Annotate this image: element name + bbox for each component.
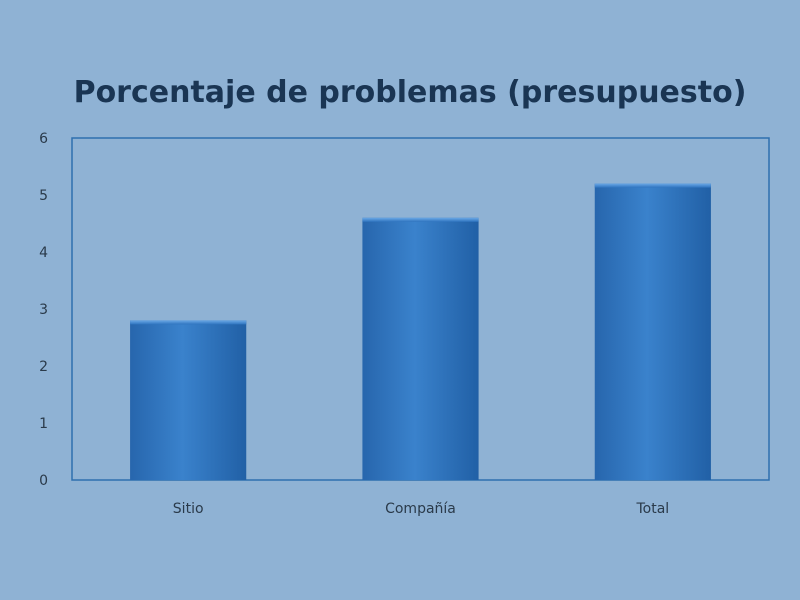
bar-top-highlight [594, 183, 711, 188]
y-tick-label: 4 [39, 245, 48, 261]
chart-title: Porcentaje de problemas (presupuesto) [74, 75, 747, 110]
x-tick-label: Sitio [173, 501, 204, 517]
y-axis: 0 1 2 3 4 5 6 [39, 131, 48, 489]
x-tick-label: Compañía [385, 501, 456, 517]
y-tick-label: 6 [39, 131, 48, 147]
x-axis: Sitio Compañía Total [173, 501, 669, 517]
bar-series [130, 183, 711, 481]
x-tick-label: Total [635, 501, 669, 517]
bar-total [594, 183, 711, 480]
bar-top-highlight [362, 217, 479, 222]
bar [362, 217, 479, 481]
bar-sitio [130, 320, 247, 480]
y-tick-label: 0 [39, 473, 48, 489]
y-tick-label: 3 [39, 302, 48, 318]
bar [130, 320, 247, 480]
bar-compañía [362, 217, 479, 481]
y-tick-label: 1 [39, 416, 48, 432]
bar-top-highlight [130, 320, 247, 325]
y-tick-label: 2 [39, 359, 48, 375]
y-tick-label: 5 [39, 188, 48, 204]
bar [594, 183, 711, 480]
